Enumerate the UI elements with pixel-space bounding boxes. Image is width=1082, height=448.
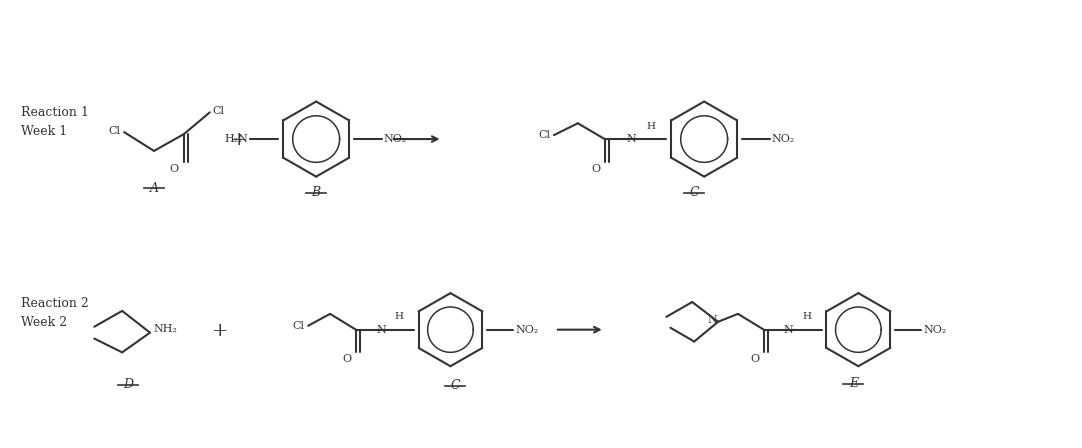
Text: +: +	[211, 322, 228, 340]
Text: C: C	[689, 186, 699, 199]
Text: O: O	[751, 354, 760, 364]
Text: N: N	[708, 315, 717, 325]
Text: NO₂: NO₂	[515, 325, 539, 335]
Text: +: +	[232, 131, 248, 149]
Text: D: D	[123, 378, 133, 391]
Text: NO₂: NO₂	[923, 325, 947, 335]
Text: Cl: Cl	[213, 107, 225, 116]
Text: NO₂: NO₂	[384, 134, 407, 144]
Text: Cl: Cl	[292, 321, 304, 331]
Text: Reaction 2
Week 2: Reaction 2 Week 2	[21, 297, 89, 329]
Text: N: N	[784, 325, 794, 335]
Text: Reaction 1
Week 1: Reaction 1 Week 1	[21, 106, 89, 138]
Text: B: B	[312, 186, 320, 199]
Text: H: H	[394, 312, 404, 321]
Text: N: N	[377, 325, 386, 335]
Text: H: H	[647, 122, 656, 131]
Text: NH₂: NH₂	[153, 324, 176, 334]
Text: O: O	[343, 354, 352, 364]
Text: E: E	[848, 377, 858, 390]
Text: H₂N: H₂N	[225, 134, 249, 144]
Text: Cl: Cl	[108, 126, 120, 136]
Text: N: N	[626, 134, 636, 144]
Text: H: H	[802, 312, 812, 321]
Text: Cl: Cl	[538, 130, 550, 140]
Text: NO₂: NO₂	[771, 134, 795, 144]
Text: O: O	[592, 164, 601, 174]
Text: C: C	[450, 379, 460, 392]
Text: A: A	[149, 181, 158, 194]
Text: O: O	[170, 164, 179, 174]
